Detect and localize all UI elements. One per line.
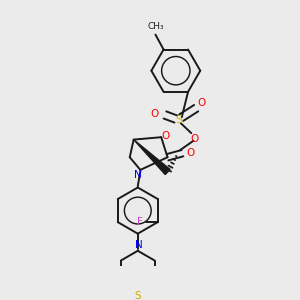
- Text: O: O: [161, 131, 170, 141]
- Text: N: N: [134, 170, 142, 180]
- Text: S: S: [134, 291, 141, 300]
- Text: O: O: [186, 148, 194, 158]
- Text: N: N: [135, 240, 143, 250]
- Text: F: F: [137, 217, 143, 227]
- Text: O: O: [151, 109, 159, 118]
- Polygon shape: [134, 140, 170, 175]
- Text: O: O: [197, 98, 206, 108]
- Text: O: O: [191, 134, 199, 144]
- Text: CH₃: CH₃: [147, 22, 164, 32]
- Text: S: S: [175, 116, 182, 125]
